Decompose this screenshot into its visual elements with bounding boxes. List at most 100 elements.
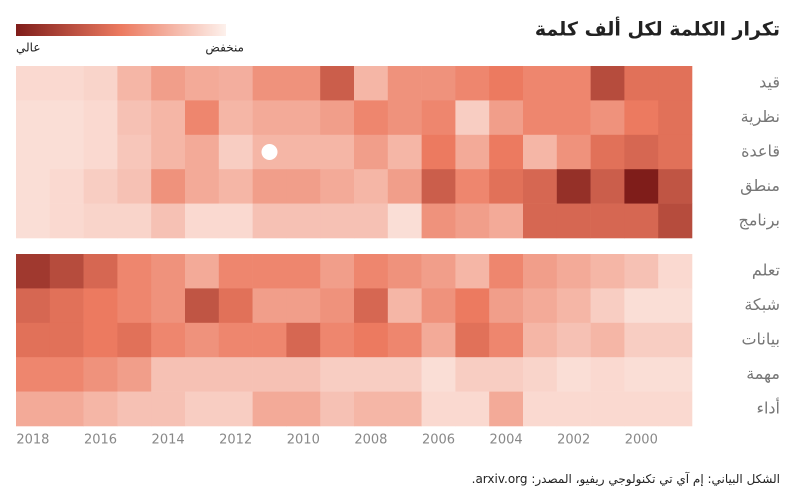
cell <box>590 100 625 136</box>
cell <box>286 169 321 204</box>
cell <box>556 169 591 204</box>
cell <box>252 169 287 204</box>
cell <box>590 391 625 427</box>
cell <box>320 169 355 204</box>
cell <box>624 66 659 101</box>
cell <box>151 66 186 101</box>
cell <box>658 100 693 136</box>
cell <box>320 66 355 101</box>
cell <box>421 357 456 392</box>
cell <box>421 322 456 358</box>
cell <box>421 66 456 101</box>
cell <box>523 322 558 358</box>
cell <box>658 357 693 392</box>
cell <box>421 169 456 204</box>
cell <box>489 357 524 392</box>
cell <box>590 66 625 101</box>
cell <box>421 100 456 136</box>
cell <box>49 357 84 392</box>
cell <box>421 134 456 170</box>
cell <box>354 288 389 324</box>
cell <box>49 100 84 136</box>
cell <box>286 203 321 239</box>
cell <box>489 322 524 358</box>
cell <box>49 134 84 170</box>
cell <box>455 391 490 427</box>
cell <box>117 391 152 427</box>
cell <box>320 254 355 289</box>
cell <box>556 66 591 101</box>
cell <box>151 391 186 427</box>
x-tick-label: 2000 <box>625 433 658 448</box>
cell <box>590 254 625 289</box>
cell <box>523 391 558 427</box>
cell <box>590 169 625 204</box>
cell <box>185 134 220 170</box>
cell <box>16 288 51 324</box>
cell <box>185 357 220 392</box>
cell <box>489 134 524 170</box>
cell <box>16 100 51 136</box>
cell <box>117 169 152 204</box>
cell <box>354 357 389 392</box>
cell <box>354 322 389 358</box>
cell <box>117 134 152 170</box>
cell <box>421 203 456 239</box>
source: الشكل البياني: إم آي تي تكنولوجي ريفيو، … <box>471 472 780 486</box>
cell <box>218 391 253 427</box>
cell <box>556 254 591 289</box>
cell <box>658 66 693 101</box>
cell <box>185 169 220 204</box>
cell <box>523 254 558 289</box>
cell <box>218 66 253 101</box>
cell <box>252 288 287 324</box>
cell <box>658 288 693 324</box>
cell <box>590 322 625 358</box>
cell <box>151 357 186 392</box>
cell <box>556 203 591 239</box>
cell <box>455 100 490 136</box>
row-label: قيد <box>759 73 780 92</box>
cell <box>286 66 321 101</box>
row-label: برنامج <box>738 210 780 230</box>
row-label: أداء <box>756 397 780 417</box>
cell <box>590 203 625 239</box>
legend-high: عالي <box>16 41 40 55</box>
cell <box>320 203 355 239</box>
cell <box>523 357 558 392</box>
cell <box>624 357 659 392</box>
cell <box>83 203 118 239</box>
cell <box>387 391 422 427</box>
cell <box>83 357 118 392</box>
cell <box>151 100 186 136</box>
cell <box>320 322 355 358</box>
cell <box>83 66 118 101</box>
cell <box>354 134 389 170</box>
cell <box>49 254 84 289</box>
cell <box>590 357 625 392</box>
cell <box>556 357 591 392</box>
cell <box>252 100 287 136</box>
cell <box>185 322 220 358</box>
x-tick-label: 2016 <box>84 433 117 448</box>
cell <box>218 169 253 204</box>
cell <box>49 322 84 358</box>
cell <box>218 134 253 170</box>
cell <box>590 288 625 324</box>
cell <box>624 254 659 289</box>
cell <box>455 254 490 289</box>
cell <box>49 66 84 101</box>
cell <box>16 66 51 101</box>
cell <box>83 134 118 170</box>
cell <box>354 100 389 136</box>
cell <box>489 169 524 204</box>
cell <box>151 322 186 358</box>
cell <box>286 391 321 427</box>
cell <box>185 100 220 136</box>
cell <box>523 134 558 170</box>
cell <box>455 169 490 204</box>
cell <box>489 254 524 289</box>
cell <box>49 169 84 204</box>
cell <box>387 169 422 204</box>
